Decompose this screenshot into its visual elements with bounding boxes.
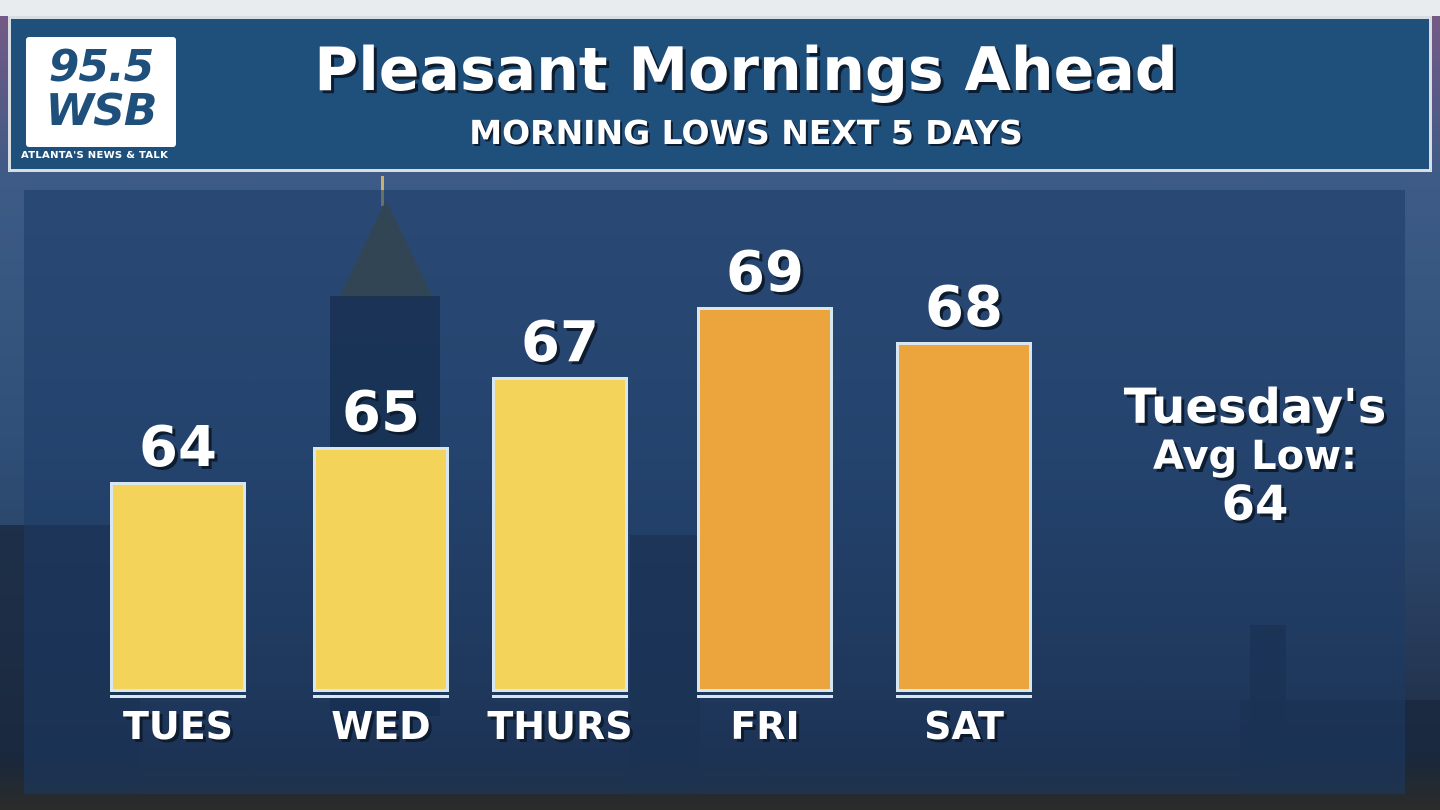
category-label-sat: SAT <box>924 704 1004 748</box>
top-frame <box>0 0 1440 16</box>
page-title: Pleasant Mornings Ahead <box>314 35 1178 105</box>
logo-tagline: ATLANTA'S NEWS & TALK <box>21 150 169 161</box>
annotation-value: 64 <box>1221 476 1289 532</box>
bar-baseline-wed <box>313 695 449 698</box>
annotation-line-2: Avg Low: <box>1152 433 1358 479</box>
bar-baseline-sat <box>896 695 1032 698</box>
average-low-annotation: Tuesday's Avg Low: 64 <box>1110 380 1400 530</box>
station-logo: 95.5 WSB <box>26 37 176 147</box>
header-banner: 95.5 WSB ATLANTA'S NEWS & TALK Pleasant … <box>8 16 1432 172</box>
category-label-fri: FRI <box>730 704 800 748</box>
bar-baseline-thurs <box>492 695 628 698</box>
bar-value-label-tues: 64 <box>139 415 217 480</box>
bar-thurs <box>492 377 628 692</box>
bar-baseline-tues <box>110 695 246 698</box>
bar-value-label-fri: 69 <box>726 240 804 305</box>
bar-sat <box>896 342 1032 692</box>
category-label-thurs: THURS <box>487 704 633 748</box>
page-subtitle: MORNING LOWS NEXT 5 DAYS <box>469 113 1023 152</box>
bar-fri <box>697 307 833 692</box>
bar-value-label-wed: 65 <box>342 380 420 445</box>
annotation-line-1: Tuesday's <box>1123 379 1387 435</box>
logo-call-letters: WSB <box>45 85 158 136</box>
bar-baseline-fri <box>697 695 833 698</box>
category-label-wed: WED <box>331 704 431 748</box>
bar-value-label-sat: 68 <box>925 275 1003 340</box>
bar-value-label-thurs: 67 <box>521 310 599 375</box>
category-label-tues: TUES <box>122 704 234 748</box>
bar-tues <box>110 482 246 692</box>
bar-wed <box>313 447 449 692</box>
logo-frequency: 95.5 <box>48 41 155 92</box>
